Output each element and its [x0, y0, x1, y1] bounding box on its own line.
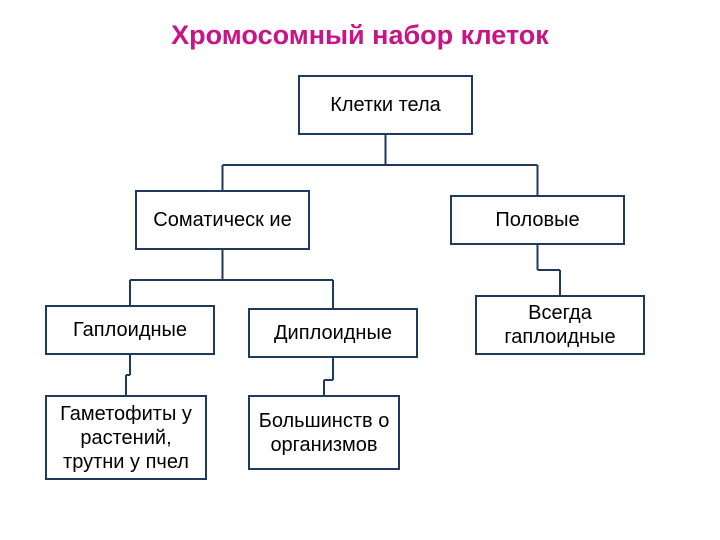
node-most: Большинств о организмов [248, 395, 400, 470]
node-diploid: Диплоидные [248, 308, 418, 358]
node-somatic: Соматическ ие [135, 190, 310, 250]
page-title: Хромосомный набор клеток [0, 0, 720, 51]
node-always: Всегда гаплоидные [475, 295, 645, 355]
node-haploid: Гаплоидные [45, 305, 215, 355]
node-gameto: Гаметофиты у растений, трутни у пчел [45, 395, 207, 480]
node-sex: Половые [450, 195, 625, 245]
node-root: Клетки тела [298, 75, 473, 135]
